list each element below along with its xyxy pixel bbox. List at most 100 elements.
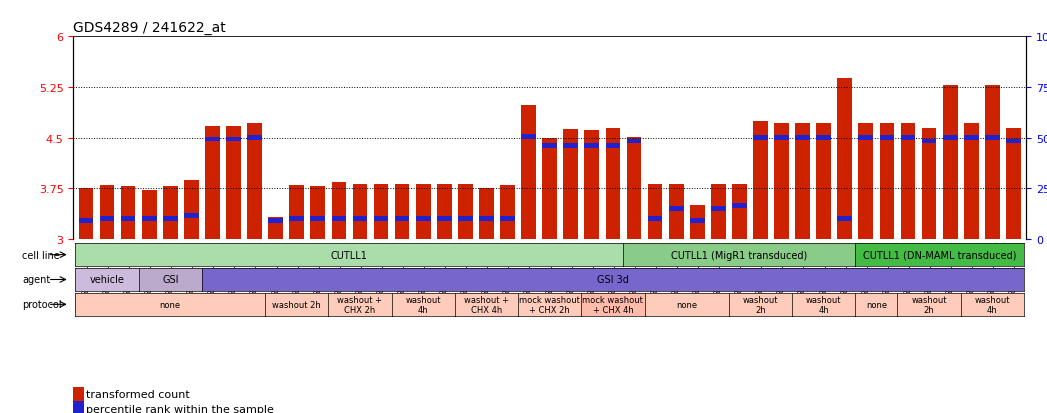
Bar bbox=[413, 37, 433, 240]
Text: washout
2h: washout 2h bbox=[911, 295, 946, 314]
Bar bbox=[961, 37, 982, 240]
Bar bbox=[817, 136, 831, 141]
Text: vehicle: vehicle bbox=[90, 275, 125, 285]
Bar bbox=[353, 184, 367, 240]
Bar bbox=[205, 138, 220, 142]
Bar bbox=[921, 139, 936, 144]
Bar bbox=[458, 184, 473, 240]
Text: washout 2h: washout 2h bbox=[272, 300, 321, 309]
Text: mock washout
+ CHX 4h: mock washout + CHX 4h bbox=[582, 295, 643, 314]
Bar bbox=[480, 217, 494, 222]
Bar bbox=[982, 37, 1003, 240]
Bar bbox=[518, 37, 539, 240]
Bar bbox=[900, 123, 915, 240]
Text: mock washout
+ CHX 2h: mock washout + CHX 2h bbox=[519, 295, 580, 314]
Bar bbox=[750, 37, 771, 240]
Bar bbox=[729, 37, 750, 240]
Bar bbox=[602, 37, 623, 240]
Bar bbox=[711, 207, 726, 211]
Bar bbox=[669, 207, 684, 211]
Bar bbox=[921, 128, 936, 240]
Bar bbox=[310, 187, 326, 240]
Bar bbox=[942, 86, 958, 240]
Bar bbox=[268, 218, 283, 223]
Text: GSI: GSI bbox=[162, 275, 178, 285]
Bar bbox=[834, 37, 855, 240]
Bar bbox=[939, 37, 961, 240]
Bar bbox=[163, 217, 178, 222]
Text: none: none bbox=[866, 300, 887, 309]
Bar bbox=[879, 136, 894, 141]
Bar bbox=[353, 217, 367, 222]
Text: washout
2h: washout 2h bbox=[742, 295, 778, 314]
Bar bbox=[859, 136, 873, 141]
Text: cell line: cell line bbox=[22, 250, 60, 260]
Bar bbox=[542, 144, 557, 149]
Bar bbox=[476, 37, 497, 240]
Bar bbox=[645, 37, 666, 240]
Bar bbox=[985, 136, 1000, 141]
Text: washout +
CHX 4h: washout + CHX 4h bbox=[464, 295, 509, 314]
Bar bbox=[687, 37, 708, 240]
Bar bbox=[117, 37, 138, 240]
Bar bbox=[120, 187, 135, 240]
Bar bbox=[500, 217, 515, 222]
Bar bbox=[563, 144, 578, 149]
Bar bbox=[392, 37, 413, 240]
Bar bbox=[648, 184, 663, 240]
Text: CUTLL1: CUTLL1 bbox=[331, 250, 367, 260]
Bar bbox=[774, 123, 789, 240]
Bar bbox=[942, 136, 958, 141]
Bar bbox=[454, 37, 476, 240]
Bar bbox=[753, 121, 767, 240]
Bar bbox=[605, 128, 620, 240]
Bar bbox=[690, 218, 705, 223]
Bar bbox=[99, 217, 114, 222]
Bar bbox=[918, 37, 939, 240]
Bar bbox=[711, 184, 726, 240]
Bar bbox=[395, 184, 409, 240]
Text: protocol: protocol bbox=[22, 299, 62, 310]
Bar bbox=[774, 136, 789, 141]
Bar bbox=[332, 183, 347, 240]
Bar bbox=[985, 86, 1000, 240]
Bar bbox=[900, 136, 915, 141]
Bar bbox=[437, 184, 451, 240]
Text: none: none bbox=[676, 300, 697, 309]
Bar bbox=[964, 136, 979, 141]
Bar bbox=[247, 124, 262, 240]
Bar bbox=[623, 37, 645, 240]
Bar bbox=[500, 185, 515, 240]
Bar bbox=[244, 37, 265, 240]
Text: GDS4289 / 241622_at: GDS4289 / 241622_at bbox=[73, 21, 226, 35]
Bar bbox=[521, 135, 536, 139]
Bar bbox=[605, 144, 620, 149]
Bar bbox=[876, 37, 897, 240]
Bar bbox=[753, 136, 767, 141]
Bar bbox=[395, 217, 409, 222]
Bar bbox=[289, 185, 304, 240]
Bar bbox=[584, 144, 599, 149]
Bar bbox=[1006, 128, 1021, 240]
Bar bbox=[690, 206, 705, 240]
Bar bbox=[732, 184, 747, 240]
Bar bbox=[497, 37, 518, 240]
Bar bbox=[859, 123, 873, 240]
Bar bbox=[374, 184, 388, 240]
Text: agent: agent bbox=[22, 275, 50, 285]
Bar bbox=[79, 189, 93, 240]
Bar bbox=[265, 37, 286, 240]
Bar bbox=[433, 37, 454, 240]
Text: washout
4h: washout 4h bbox=[806, 295, 842, 314]
Bar bbox=[120, 217, 135, 222]
Bar bbox=[838, 217, 852, 222]
Bar bbox=[648, 217, 663, 222]
Bar bbox=[796, 136, 810, 141]
Bar bbox=[814, 37, 834, 240]
Bar bbox=[181, 37, 202, 240]
Bar bbox=[1006, 139, 1021, 144]
Bar bbox=[796, 123, 810, 240]
Bar bbox=[247, 136, 262, 141]
Bar bbox=[855, 37, 876, 240]
Bar bbox=[163, 187, 178, 240]
